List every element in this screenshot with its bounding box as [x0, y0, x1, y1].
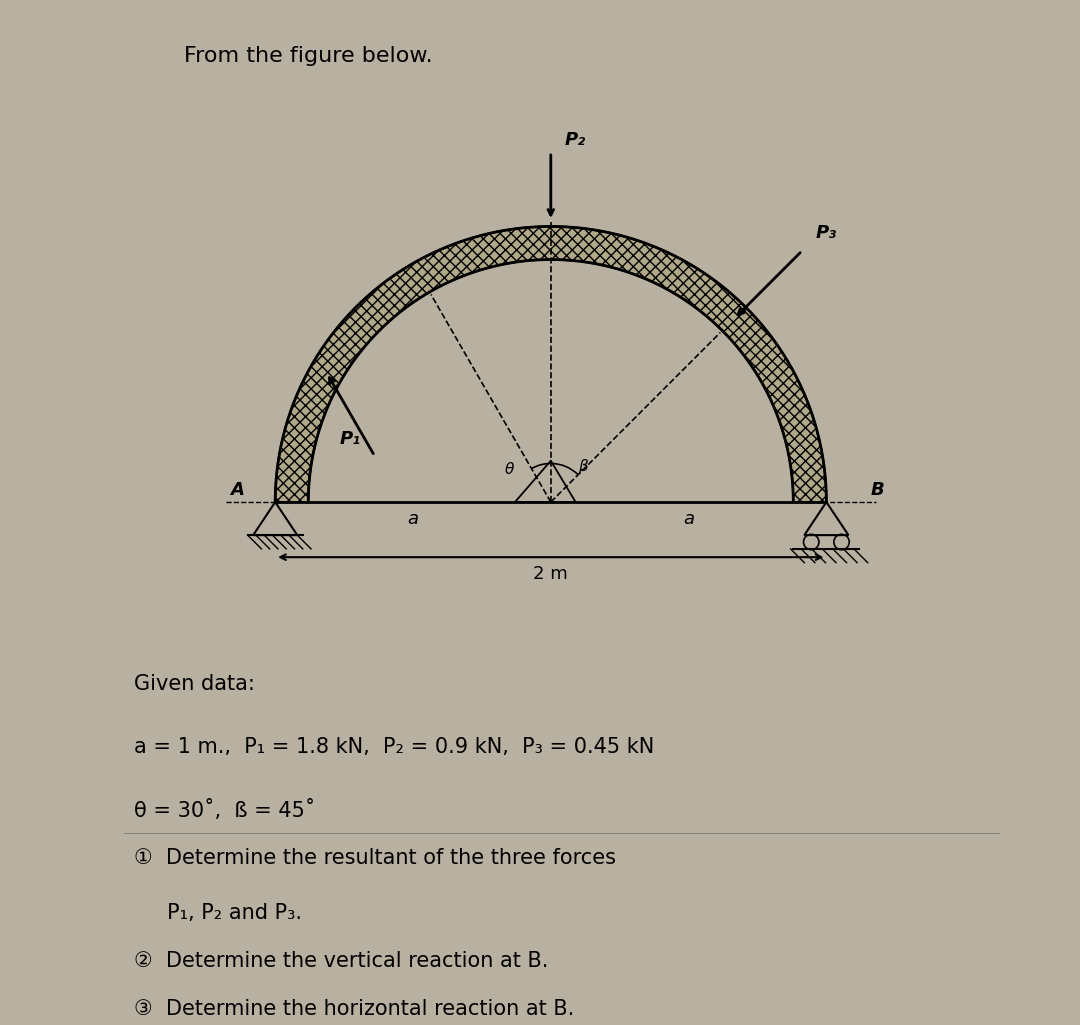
Text: a = 1 m.,  P₁ = 1.8 kN,  P₂ = 0.9 kN,  P₃ = 0.45 kN: a = 1 m., P₁ = 1.8 kN, P₂ = 0.9 kN, P₃ =…	[134, 737, 654, 757]
Polygon shape	[275, 227, 826, 502]
Text: θ: θ	[504, 462, 514, 478]
Text: From the figure below.: From the figure below.	[184, 46, 432, 67]
Text: 2 m: 2 m	[534, 566, 568, 583]
Text: P₃: P₃	[816, 224, 837, 242]
Text: θ = 30˚,  ß = 45˚: θ = 30˚, ß = 45˚	[134, 800, 315, 821]
Text: A: A	[230, 482, 244, 499]
Text: a: a	[683, 510, 694, 528]
Text: Given data:: Given data:	[134, 674, 255, 695]
Text: ③  Determine the horizontal reaction at B.: ③ Determine the horizontal reaction at B…	[134, 999, 575, 1019]
Text: β: β	[578, 459, 588, 475]
Text: P₂: P₂	[565, 131, 585, 150]
Text: P₁: P₁	[340, 429, 361, 448]
Text: B: B	[870, 482, 885, 499]
Text: P₁, P₂ and P₃.: P₁, P₂ and P₃.	[134, 903, 302, 924]
Text: ②  Determine the vertical reaction at B.: ② Determine the vertical reaction at B.	[134, 951, 549, 972]
Text: a: a	[407, 510, 419, 528]
Text: ①  Determine the resultant of the three forces: ① Determine the resultant of the three f…	[134, 848, 616, 868]
